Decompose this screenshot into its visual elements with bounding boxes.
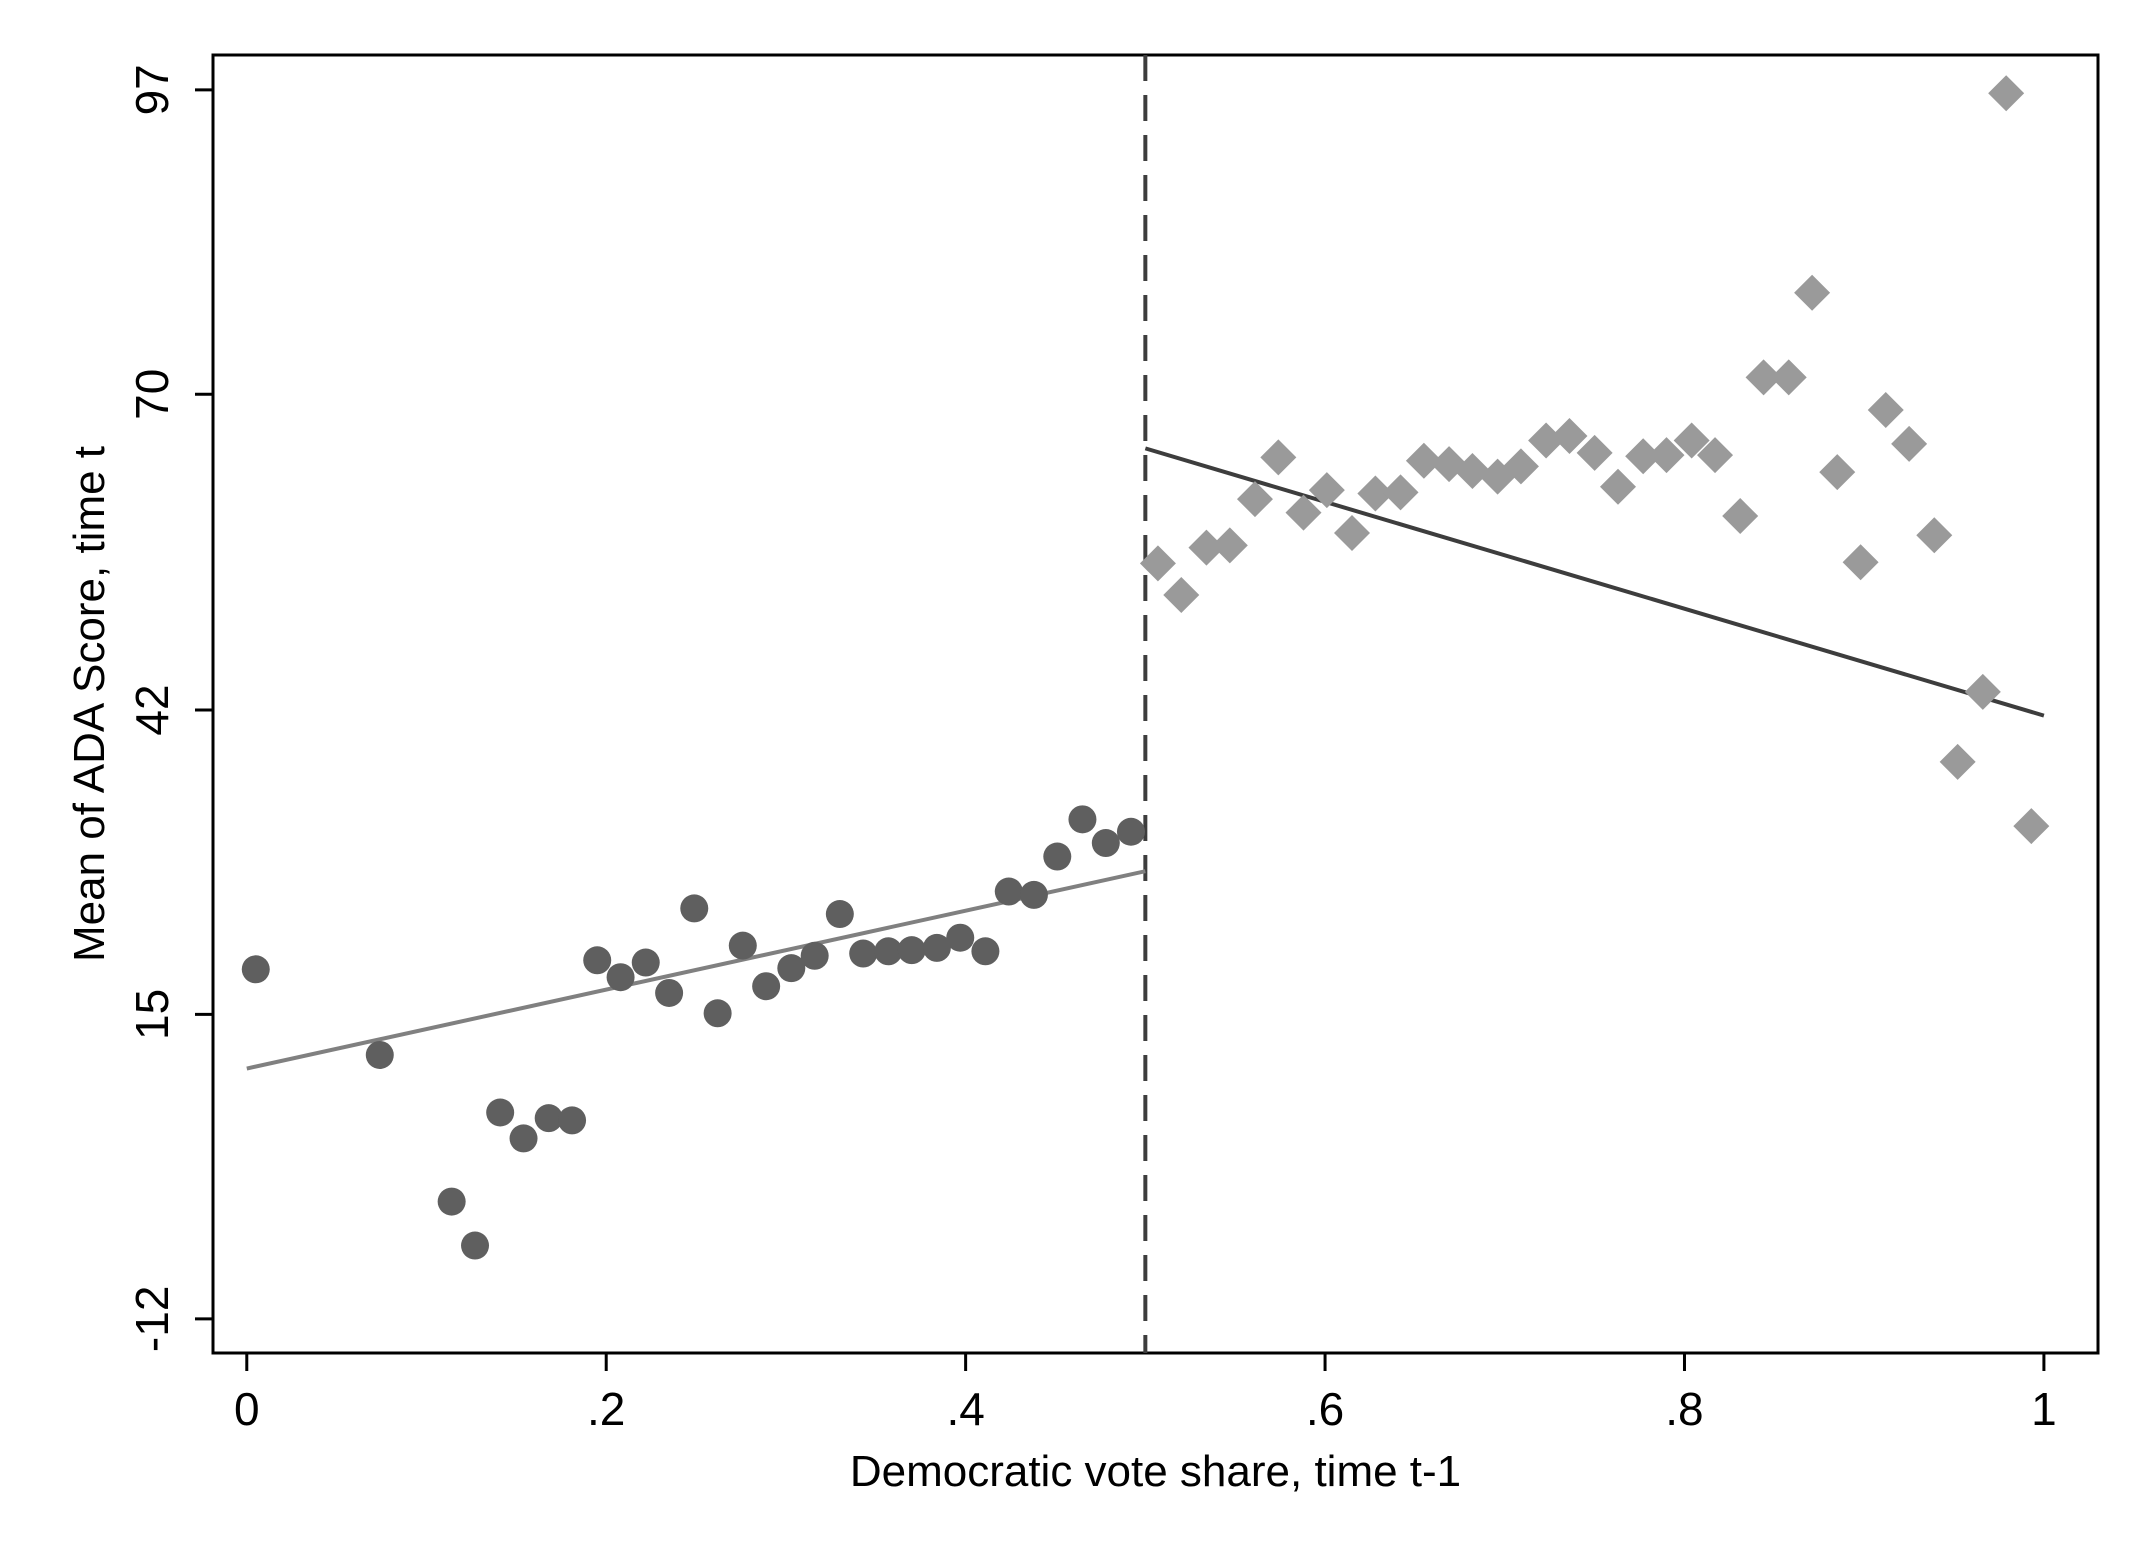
plot-frame-layer [211,53,2100,1355]
data-point-circle [752,972,781,1001]
x-tick-label: .6 [1306,1383,1344,1435]
left-fit-line [246,869,1146,1071]
data-point-circle [1116,817,1145,846]
data-point-circle [800,941,829,970]
y-tick-label: 97 [126,64,178,115]
data-point-circle [365,1040,394,1069]
data-point-circle [583,946,612,975]
data-point-circle [509,1124,538,1153]
data-point-circle [971,937,1000,966]
data-point-diamond [1599,468,1636,505]
y-tick-label: 42 [126,684,178,735]
data-point-diamond [1211,527,1248,564]
data-point-diamond [1502,448,1539,485]
data-point-diamond [1794,274,1831,311]
data-point-diamond [1819,454,1856,491]
x-tick-label: 1 [2031,1383,2057,1435]
y-tick-label: -12 [126,1286,178,1352]
data-point-circle [461,1231,490,1260]
data-point-diamond [1405,442,1442,479]
data-point-circle [1091,829,1120,858]
data-point-circle [437,1187,466,1216]
data-point-diamond [1382,474,1419,511]
data-point-diamond [1648,437,1685,474]
data-point-circle [655,978,684,1007]
data-point-diamond [1891,425,1928,462]
data-point-diamond [2013,808,2050,845]
x-axis-label: Democratic vote share, time t-1 [850,1447,1461,1496]
fit-lines-layer [246,446,2045,1071]
data-point-circle [606,963,635,992]
axes-layer: Democratic vote share, time t-1 Mean of … [65,64,2057,1496]
data-point-circle [1019,880,1048,909]
data-points-layer [241,75,2050,1260]
right-fit-line [1144,446,2045,718]
data-point-circle [631,948,660,977]
data-point-diamond [1867,392,1904,429]
data-point-circle [849,939,878,968]
data-point-circle [946,923,975,952]
data-point-circle [558,1106,587,1135]
y-tick-label: 70 [126,369,178,420]
data-point-circle [1043,842,1072,871]
data-point-circle [825,900,854,929]
plot-frame [211,53,2100,1355]
data-point-circle [874,937,903,966]
data-point-circle [703,999,732,1028]
x-tick-label: .4 [946,1383,984,1435]
data-point-circle [728,931,757,960]
data-point-diamond [1722,498,1759,535]
data-point-diamond [1576,434,1613,471]
data-point-circle [994,877,1023,906]
x-tick-label: .2 [587,1383,625,1435]
data-point-diamond [1916,517,1953,554]
data-point-diamond [1163,576,1200,613]
data-point-circle [897,936,926,965]
data-point-circle [534,1104,563,1133]
data-point-diamond [1964,673,2001,710]
data-point-diamond [1285,494,1322,531]
data-point-diamond [1842,544,1879,581]
data-point-diamond [1528,422,1565,459]
data-point-diamond [1308,472,1345,509]
data-point-diamond [1188,529,1225,566]
data-point-circle [241,955,270,984]
data-point-diamond [1454,452,1491,489]
data-point-circle [486,1098,515,1127]
y-axis-label: Mean of ADA Score, time t [65,446,114,962]
data-point-diamond [1939,743,1976,780]
x-tick-label: .8 [1665,1383,1703,1435]
data-point-diamond [1770,359,1807,396]
y-tick-label: 15 [126,989,178,1040]
x-tick-label: 0 [234,1383,260,1435]
data-point-diamond [1988,75,2025,112]
data-point-circle [777,954,806,983]
data-point-diamond [1673,422,1710,459]
data-point-diamond [1260,439,1297,476]
data-point-diamond [1745,359,1782,396]
data-point-circle [680,894,709,923]
data-point-diamond [1139,545,1176,582]
data-point-diamond [1334,514,1371,551]
data-point-diamond [1551,417,1588,454]
data-point-diamond [1697,437,1734,474]
data-point-diamond [1625,438,1662,475]
data-point-diamond [1357,475,1394,512]
data-point-circle [922,933,951,962]
data-point-circle [1068,805,1097,834]
data-point-diamond [1236,481,1273,518]
